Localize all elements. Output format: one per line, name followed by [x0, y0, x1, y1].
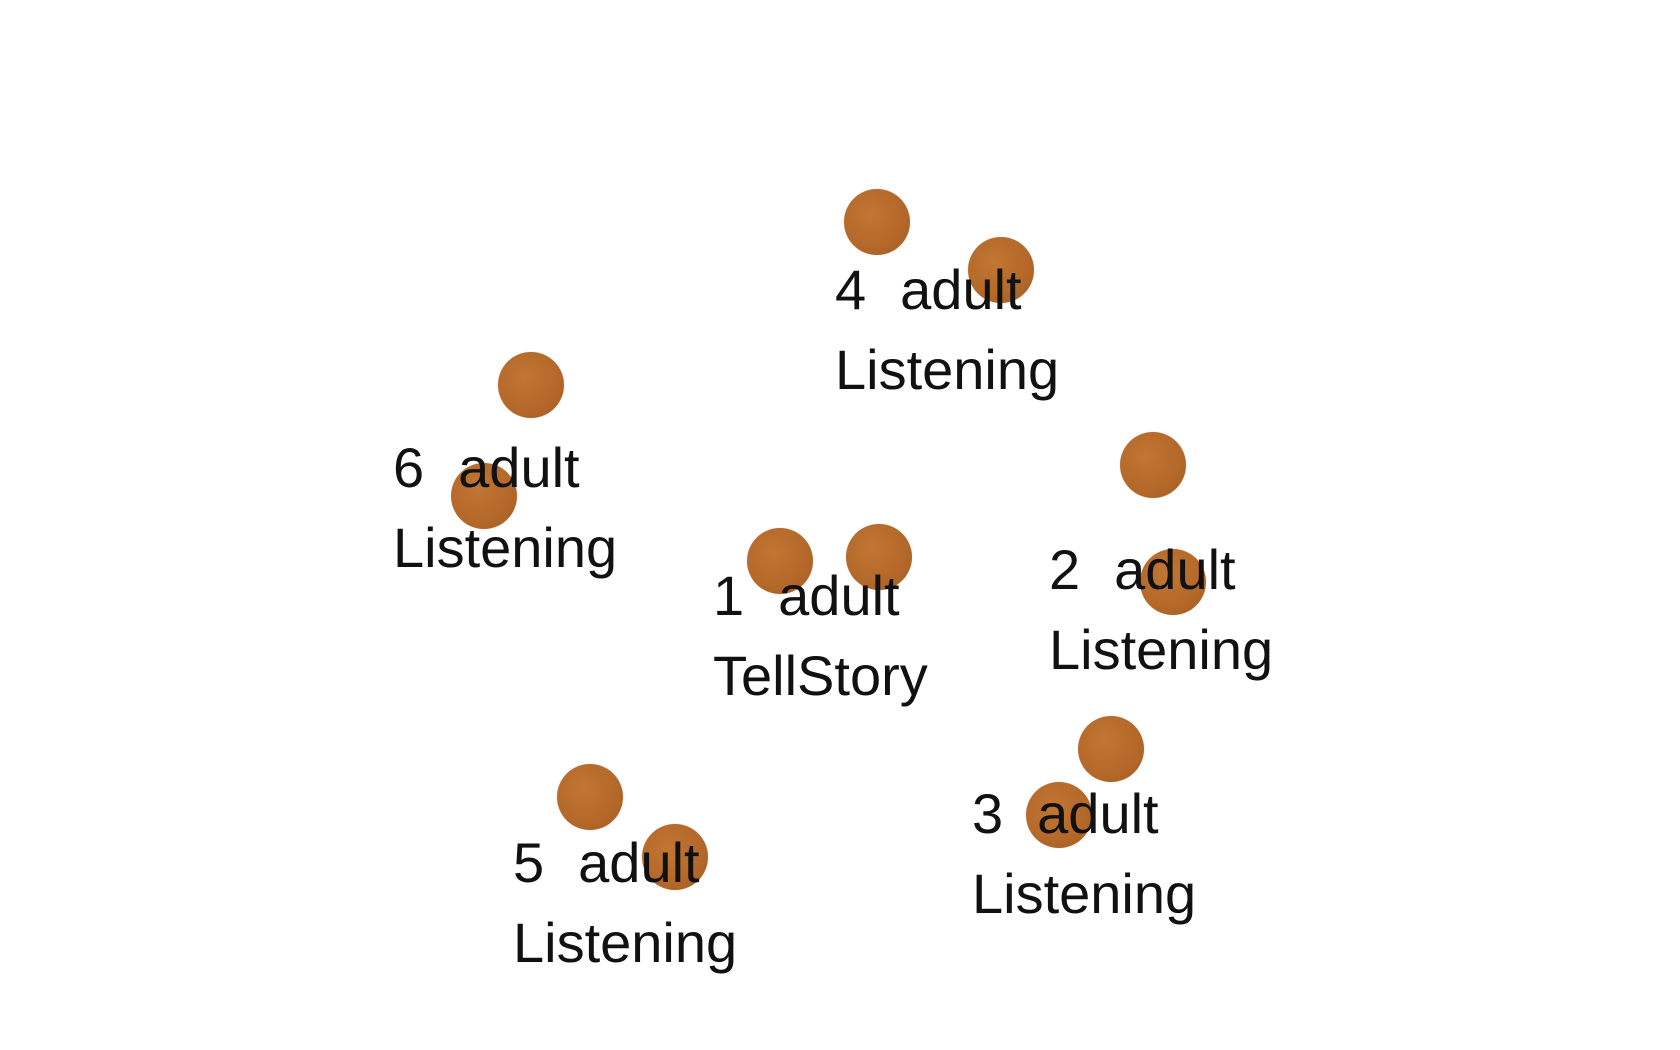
agent-1-state: TellStory	[713, 644, 928, 707]
agent-4-label: 4 adult Listening	[835, 250, 1059, 410]
agent-3-id: 3	[972, 782, 1004, 845]
agent-2-id: 2	[1049, 538, 1081, 601]
agent-1-head-dot	[747, 528, 813, 594]
agent-4-state: Listening	[835, 338, 1060, 401]
agent-1-label: 1 adult TellStory	[713, 556, 928, 716]
agent-2-head-dot	[1120, 432, 1186, 498]
agent-3-body-dot	[1026, 782, 1092, 848]
agent-2-type: adult	[1114, 538, 1236, 601]
agent-6-body-dot	[451, 463, 517, 529]
agent-5-state: Listening	[513, 911, 738, 974]
agent-3-type: adult	[1037, 782, 1159, 845]
agent-6-head-dot	[498, 352, 564, 418]
agent-4-id: 4	[835, 258, 867, 321]
agent-6-type: adult	[458, 436, 580, 499]
agent-6-id: 6	[393, 436, 425, 499]
agent-3-label: 3 adult Listening	[972, 774, 1196, 934]
agent-6-label: 6 adult Listening	[393, 428, 617, 588]
agent-5-type: adult	[578, 831, 700, 894]
agent-5-label: 5 adult Listening	[513, 823, 737, 983]
agent-4-type: adult	[900, 258, 1022, 321]
agent-2-label: 2 adult Listening	[1049, 530, 1273, 690]
agent-3-state: Listening	[972, 862, 1197, 925]
agent-1-id: 1	[713, 564, 745, 627]
agent-5-id: 5	[513, 831, 545, 894]
agent-3-head-dot	[1078, 716, 1144, 782]
agent-6-state: Listening	[393, 516, 618, 579]
agent-5-body-dot	[642, 824, 708, 890]
agent-4-body-dot	[968, 237, 1034, 303]
agent-2-body-dot	[1140, 549, 1206, 615]
agent-1-body-dot	[846, 524, 912, 590]
agent-4-head-dot	[844, 189, 910, 255]
agent-2-state: Listening	[1049, 618, 1274, 681]
agent-5-head-dot	[557, 764, 623, 830]
agent-1-type: adult	[778, 564, 900, 627]
